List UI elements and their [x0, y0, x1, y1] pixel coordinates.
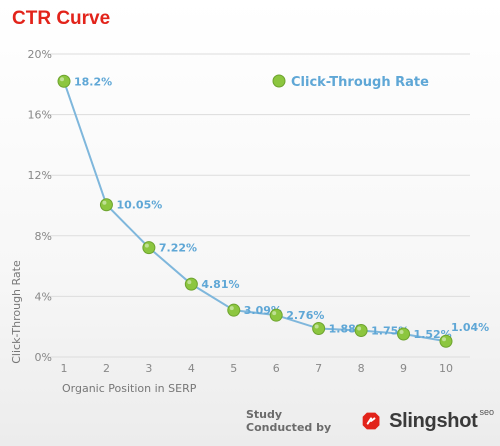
- data-point: [227, 303, 241, 317]
- x-tick-label: 8: [358, 362, 365, 375]
- y-tick-label: 20%: [28, 48, 52, 61]
- x-tick-label: 3: [145, 362, 152, 375]
- data-point-highlight: [60, 77, 64, 82]
- x-tick-label: 4: [188, 362, 195, 375]
- data-point-highlight: [272, 311, 277, 316]
- credit-text: Study Conducted by: [246, 408, 332, 434]
- x-tick-label: 9: [400, 362, 407, 375]
- data-point-highlight: [399, 329, 404, 334]
- data-point: [439, 334, 453, 348]
- data-point-highlight: [357, 326, 362, 331]
- gridlines: [44, 53, 470, 358]
- data-point-highlight: [102, 200, 107, 205]
- data-point-highlight: [229, 306, 234, 311]
- footer-credit: Study Conducted by Slingshot seo: [246, 407, 500, 434]
- data-point-highlight: [144, 243, 149, 248]
- data-label: 4.81%: [201, 278, 239, 291]
- brand-name: Slingshot: [389, 409, 478, 432]
- data-point: [142, 241, 156, 255]
- y-tick-label: 12%: [28, 169, 52, 182]
- x-tick-label: 6: [273, 362, 280, 375]
- x-tick-label: 7: [315, 362, 322, 375]
- slingshot-logo-icon: [362, 412, 380, 430]
- series-line: [63, 80, 447, 343]
- y-axis-label: Click-Through Rate: [10, 260, 23, 364]
- data-point: [57, 74, 71, 88]
- data-point-highlight: [187, 280, 192, 285]
- data-point: [269, 308, 283, 322]
- x-tick-labels: 1 2 3 4 5 6 7 8 9 10: [61, 362, 454, 375]
- legend: Click-Through Rate: [272, 74, 429, 90]
- x-tick-label: 2: [103, 362, 110, 375]
- data-point-highlight: [314, 324, 319, 329]
- legend-label: Click-Through Rate: [291, 75, 429, 90]
- series-click-through-rate: 18.2%10.05%7.22%4.81%3.09% 2.76%1.88% 1.75…: [57, 74, 489, 348]
- y-tick-label: 4%: [35, 290, 52, 303]
- data-label: 18.2%: [74, 75, 112, 88]
- data-point-highlight: [442, 337, 446, 342]
- y-tick-label: 16%: [28, 109, 52, 122]
- data-label: 2.76%: [286, 309, 324, 322]
- legend-marker: [272, 74, 286, 88]
- x-axis-label: Organic Position in SERP: [62, 382, 197, 395]
- x-tick-label: 5: [230, 362, 237, 375]
- chart-title: CTR Curve: [12, 8, 111, 29]
- data-point: [397, 327, 411, 341]
- data-label: 10.05%: [116, 199, 162, 212]
- data-point: [184, 277, 198, 291]
- data-label: 1.04%: [451, 321, 489, 334]
- data-label: 7.22%: [159, 242, 197, 255]
- data-point: [354, 323, 368, 337]
- y-tick-label: 8%: [35, 230, 52, 243]
- data-point: [99, 198, 113, 212]
- brand-superscript: seo: [479, 407, 494, 417]
- x-tick-label: 10: [439, 362, 453, 375]
- x-tick-label: 1: [61, 362, 68, 375]
- y-tick-labels: 0% 4% 8% 12% 16% 20%: [28, 48, 52, 364]
- data-point: [312, 322, 326, 336]
- y-tick-label: 0%: [35, 351, 52, 364]
